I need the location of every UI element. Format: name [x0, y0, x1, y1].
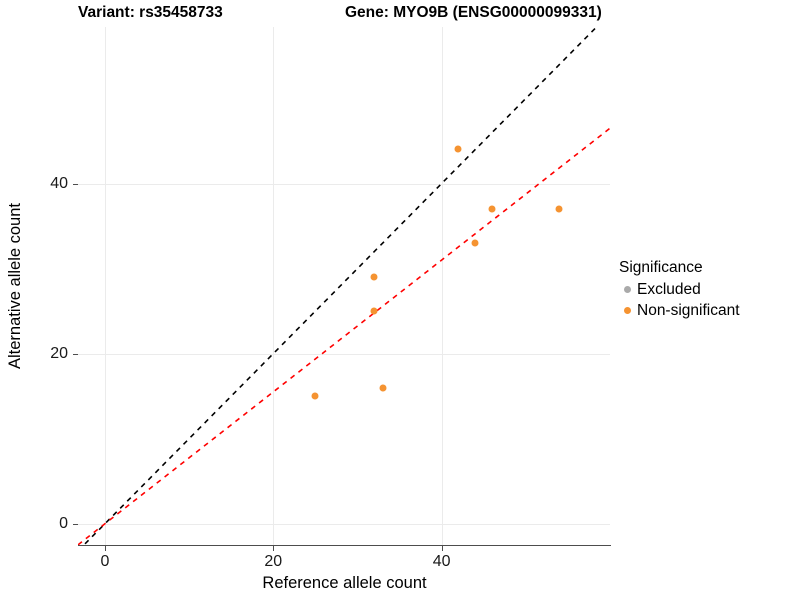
gridline-horizontal: [78, 353, 610, 355]
y-tick-label: 40: [50, 174, 68, 192]
identity-line: [82, 27, 598, 545]
x-axis-label: Reference allele count: [262, 574, 427, 592]
gridline-vertical: [441, 27, 443, 545]
gridline-vertical: [104, 27, 106, 545]
y-tick-mark: [73, 523, 78, 525]
data-point[interactable]: [311, 392, 319, 400]
x-tick-mark: [104, 546, 106, 551]
legend-title: Significance: [619, 259, 703, 276]
legend-item-label: Non-significant: [637, 301, 740, 319]
data-point[interactable]: [370, 273, 378, 281]
legend-dot-icon: [624, 286, 631, 293]
data-point[interactable]: [471, 239, 479, 247]
variant-title: Variant: rs35458733: [78, 4, 223, 21]
legend: Significance Excluded Non-significant: [619, 259, 740, 321]
x-axis-line: [78, 545, 611, 546]
plot-panel: [78, 27, 610, 545]
legend-dot-icon: [624, 307, 631, 314]
y-tick-label: 20: [50, 344, 68, 362]
legend-item[interactable]: Non-significant: [619, 300, 740, 321]
x-tick-label: 20: [264, 553, 283, 570]
reference-lines: [78, 27, 610, 545]
data-point[interactable]: [379, 384, 387, 392]
gridline-vertical: [273, 27, 275, 545]
gridline-horizontal: [78, 523, 610, 525]
y-tick-mark: [73, 353, 78, 355]
data-point[interactable]: [555, 205, 563, 213]
legend-items: Excluded Non-significant: [619, 279, 740, 321]
data-point[interactable]: [454, 145, 462, 153]
data-point[interactable]: [488, 205, 496, 213]
x-tick-mark: [441, 546, 443, 551]
legend-key: [619, 307, 636, 314]
gridline-horizontal: [78, 183, 610, 185]
y-tick-mark: [73, 183, 78, 185]
fit-line: [78, 127, 610, 545]
y-tick-label: 0: [59, 514, 68, 532]
legend-item-label: Excluded: [637, 280, 701, 298]
x-tick-mark: [273, 546, 275, 551]
data-point[interactable]: [370, 307, 378, 315]
x-tick-label: 0: [100, 553, 110, 570]
gene-title: Gene: MYO9B (ENSG00000099331): [345, 4, 602, 21]
x-tick-label: 40: [432, 553, 451, 570]
y-axis-label: Alternative allele count: [6, 203, 24, 370]
legend-key: [619, 286, 636, 293]
legend-item[interactable]: Excluded: [619, 279, 740, 300]
